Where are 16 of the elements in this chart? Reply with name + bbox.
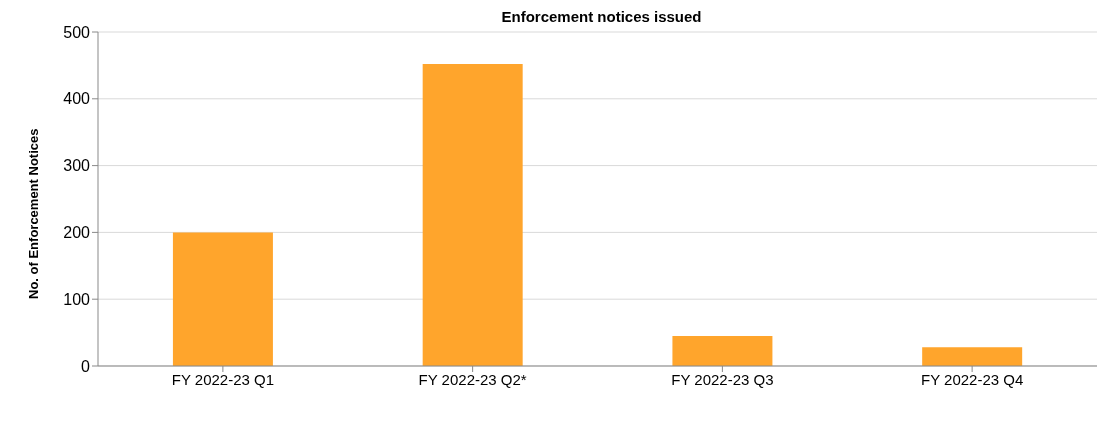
bar — [672, 335, 773, 366]
bar — [922, 347, 1023, 366]
bar — [422, 64, 523, 366]
x-tick-label: FY 2022-23 Q4 — [920, 370, 1024, 388]
y-tick-label: 200 — [63, 224, 91, 242]
chart-title: Enforcement notices issued — [500, 8, 703, 26]
y-tick-label: 300 — [63, 157, 91, 175]
x-tick-label: FY 2022-23 Q1 — [171, 370, 275, 388]
y-tick-label: 500 — [63, 23, 91, 41]
y-axis-title: No. of Enforcement Notices — [25, 128, 41, 299]
y-tick-label: 100 — [63, 290, 91, 308]
bar — [172, 232, 273, 366]
y-tick-label: 400 — [63, 90, 91, 108]
x-tick-label: FY 2022-23 Q3 — [671, 370, 774, 388]
y-tick-label: 0 — [81, 357, 91, 375]
x-tick-label: FY 2022-23 Q2* — [418, 370, 527, 388]
